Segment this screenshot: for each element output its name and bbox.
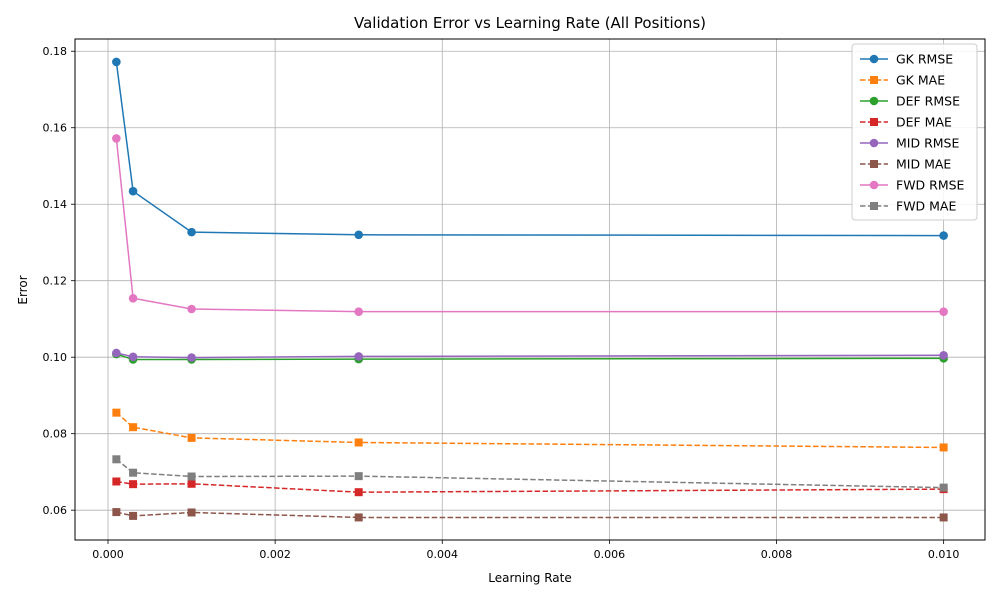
x-tick-label: 0.004: [427, 548, 459, 561]
data-point-fwd-mae: [112, 455, 121, 464]
data-point-def-mae: [187, 479, 196, 488]
data-point-gk-rmse: [128, 186, 138, 196]
x-axis-label: Learning Rate: [488, 571, 571, 585]
legend-swatch-marker: [870, 76, 878, 84]
data-point-gk-rmse: [939, 231, 948, 240]
data-point-mid-mae: [939, 513, 948, 522]
series-gk-rmse: [112, 57, 948, 240]
x-tick-label: 0.000: [92, 548, 124, 561]
x-tick-label: 0.008: [761, 548, 793, 561]
series-mid-rmse: [112, 348, 948, 362]
data-point-mid-mae: [187, 508, 196, 517]
data-point-gk-mae: [129, 423, 138, 432]
legend-label-mid-rmse: MID RMSE: [896, 136, 959, 151]
series-line-gk-mae: [115, 412, 944, 449]
data-point-fwd-mae: [939, 483, 948, 492]
data-point-mid-mae: [129, 511, 138, 520]
axis-ticks: 0.000 0.002 0.004 0.006 0.008 0.010 0.06 0.08 0.…: [43, 45, 960, 561]
data-point-fwd-rmse: [939, 307, 948, 316]
legend-label-def-rmse: DEF RMSE: [896, 94, 960, 109]
y-tick-label: 0.10: [43, 351, 68, 364]
plot-series: [112, 57, 948, 522]
data-point-fwd-rmse: [128, 293, 138, 303]
series-line-gk-rmse: [115, 61, 944, 237]
data-point-mid-rmse: [354, 352, 363, 361]
data-point-gk-rmse: [187, 227, 196, 237]
y-tick-label: 0.12: [43, 275, 68, 288]
x-tick-label: 0.006: [594, 548, 626, 561]
legend-box: [851, 43, 978, 221]
data-point-mid-mae: [112, 508, 121, 517]
grid: [75, 39, 985, 540]
series-line-def-mae: [116, 480, 944, 493]
y-tick-label: 0.16: [43, 122, 68, 135]
legend-swatch-marker: [869, 180, 879, 190]
y-tick-label: 0.18: [43, 45, 68, 58]
data-point-fwd-mae: [354, 472, 363, 481]
series-line-fwd-rmse: [115, 138, 944, 313]
y-tick-label: 0.06: [43, 504, 68, 517]
series-fwd-rmse: [112, 134, 948, 316]
legend-swatch-marker: [869, 138, 879, 148]
series-line-fwd-mae: [115, 458, 944, 489]
data-point-def-mae: [354, 488, 363, 497]
legend-label-gk-mae: GK MAE: [896, 73, 945, 88]
data-point-mid-rmse: [187, 353, 196, 362]
data-point-fwd-mae: [187, 472, 196, 481]
data-point-gk-mae: [354, 438, 363, 447]
chart-title: Validation Error vs Learning Rate (All P…: [354, 14, 706, 32]
plot-frame: [74, 38, 986, 541]
data-point-gk-rmse: [112, 57, 121, 67]
x-tick-label: 0.010: [928, 548, 960, 561]
series-fwd-mae: [112, 455, 948, 492]
data-point-def-mae: [112, 477, 121, 486]
data-point-fwd-rmse: [354, 307, 363, 316]
data-point-mid-rmse: [112, 348, 121, 358]
series-line-mid-mae: [116, 511, 944, 519]
legend-label-fwd-rmse: FWD RMSE: [896, 178, 965, 193]
series-mid-mae: [112, 508, 948, 522]
legend-swatch-marker: [870, 202, 878, 210]
data-point-mid-rmse: [939, 350, 948, 360]
y-tick-label: 0.14: [43, 198, 68, 211]
data-point-fwd-rmse: [187, 304, 196, 314]
legend-label-def-mae: DEF MAE: [896, 115, 952, 130]
data-point-gk-mae: [112, 408, 121, 417]
series-gk-mae: [112, 408, 948, 452]
legend-swatch-marker: [869, 96, 879, 106]
data-point-def-mae: [129, 480, 138, 489]
legend-label-fwd-mae: FWD MAE: [896, 199, 956, 214]
legend-swatch-marker: [870, 160, 878, 168]
series-def-mae: [112, 477, 948, 497]
y-tick-label: 0.08: [43, 428, 68, 441]
legend-label-gk-rmse: GK RMSE: [896, 52, 953, 67]
legend: GK RMSE GK MAE DEF RMSE DEF MAE MID RMSE MID …: [851, 43, 978, 221]
data-point-gk-rmse: [354, 230, 363, 240]
data-point-fwd-mae: [129, 468, 138, 477]
data-point-mid-rmse: [128, 352, 138, 362]
legend-label-mid-mae: MID MAE: [896, 157, 951, 172]
data-point-gk-mae: [187, 433, 196, 442]
legend-swatch-marker: [870, 118, 878, 126]
data-point-fwd-rmse: [112, 134, 121, 143]
y-axis-label: Error: [16, 275, 30, 304]
data-point-mid-mae: [354, 513, 363, 522]
legend-swatch-marker: [869, 54, 879, 64]
x-tick-label: 0.002: [259, 548, 291, 561]
data-point-gk-mae: [939, 443, 948, 452]
